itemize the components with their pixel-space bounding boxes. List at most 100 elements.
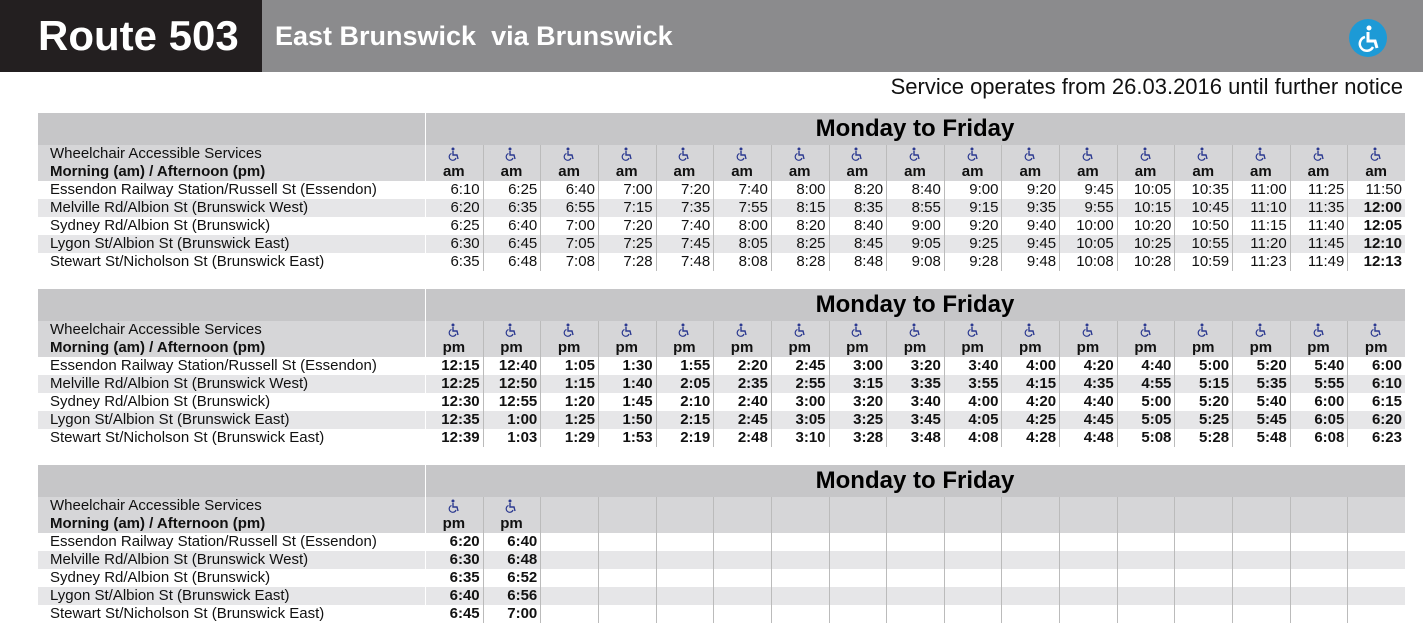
wheelchair-icon — [1313, 147, 1324, 161]
time: 2:10 — [680, 393, 711, 410]
period: pm — [1307, 339, 1330, 356]
column-line — [1289, 145, 1291, 271]
time: 11:00 — [1250, 181, 1287, 198]
time: 10:20 — [1133, 217, 1172, 234]
period: pm — [500, 339, 523, 356]
time: 6:45 — [508, 235, 538, 252]
time: 4:20 — [1083, 357, 1114, 374]
wheelchair-icon — [1024, 323, 1035, 337]
time: 3:15 — [853, 375, 884, 392]
stop-name: Stewart St/Nicholson St (Brunswick East) — [50, 429, 325, 446]
column-line — [1116, 145, 1118, 271]
period: am — [1134, 163, 1157, 180]
row-label: Wheelchair Accessible Services — [50, 145, 262, 162]
column-line — [1289, 321, 1291, 447]
column-line — [655, 497, 657, 623]
period: am — [558, 163, 580, 180]
column-line — [1232, 145, 1234, 271]
period: am — [961, 163, 984, 180]
column-line — [886, 145, 888, 271]
wheelchair-icon — [563, 323, 574, 337]
time: 12:13 — [1363, 253, 1402, 270]
time: 7:05 — [565, 235, 595, 252]
time: 10:05 — [1133, 181, 1172, 198]
time: 6:20 — [449, 533, 480, 550]
wheelchair-icon — [1255, 323, 1266, 337]
time: 9:35 — [1026, 199, 1057, 216]
column-line — [828, 497, 830, 623]
period: am — [1019, 163, 1042, 180]
period: pm — [673, 339, 696, 356]
column-line — [770, 497, 772, 623]
period: pm — [846, 339, 869, 356]
wheelchair-icon — [506, 147, 517, 161]
time: 9:40 — [1026, 217, 1057, 234]
time: 5:05 — [1141, 411, 1172, 428]
time: 5:28 — [1199, 429, 1230, 446]
period: am — [846, 163, 869, 180]
time: 8:20 — [853, 181, 884, 198]
time: 8:08 — [738, 253, 768, 270]
column-line — [943, 497, 945, 623]
time: 4:45 — [1083, 411, 1114, 428]
stop-name: Essendon Railway Station/Russell St (Ess… — [50, 533, 377, 550]
time: 5:00 — [1199, 357, 1230, 374]
time: 10:15 — [1133, 199, 1172, 216]
period: am — [1077, 163, 1099, 180]
time: 11:23 — [1250, 253, 1287, 270]
time: 8:05 — [738, 235, 768, 252]
column-line — [540, 497, 542, 623]
divider — [425, 465, 426, 623]
time: 9:15 — [969, 199, 999, 216]
row-shade — [38, 551, 1405, 569]
row-label: Morning (am) / Afternoon (pm) — [50, 339, 266, 356]
time: 2:55 — [795, 375, 826, 392]
wheelchair-icon — [1140, 323, 1151, 337]
time: 1:03 — [507, 429, 538, 446]
time: 6:48 — [507, 551, 538, 568]
period: pm — [1019, 339, 1042, 356]
period: pm — [500, 515, 523, 532]
time: 4:48 — [1083, 429, 1114, 446]
time: 6:20 — [450, 199, 480, 216]
time: 6:23 — [1371, 429, 1402, 446]
time: 6:35 — [508, 199, 538, 216]
time: 7:00 — [507, 605, 538, 622]
time: 7:45 — [681, 235, 711, 252]
period: am — [500, 163, 523, 180]
time: 12:40 — [498, 357, 538, 374]
stop-name: Melville Rd/Albion St (Brunswick West) — [50, 375, 309, 392]
header-bar — [262, 0, 1423, 72]
time: 2:40 — [737, 393, 768, 410]
period: pm — [1364, 339, 1388, 356]
time: 5:20 — [1199, 393, 1230, 410]
time: 10:28 — [1133, 253, 1172, 270]
route-number: Route 503 — [38, 12, 239, 59]
time: 6:08 — [1314, 429, 1345, 446]
time: 5:45 — [1256, 411, 1287, 428]
column-line — [1174, 321, 1176, 447]
time: 8:40 — [911, 181, 941, 198]
wheelchair-icon — [448, 147, 459, 161]
time: 11:10 — [1250, 199, 1287, 216]
time: 10:45 — [1191, 199, 1230, 216]
time: 7:40 — [738, 181, 768, 198]
time: 10:35 — [1191, 181, 1230, 198]
column-line — [597, 145, 599, 271]
wheelchair-icon — [909, 147, 920, 161]
time: 6:00 — [1371, 357, 1402, 374]
stop-name: Stewart St/Nicholson St (Brunswick East) — [50, 253, 325, 270]
stop-name: Essendon Railway Station/Russell St (Ess… — [50, 181, 377, 198]
time: 3:55 — [968, 375, 999, 392]
time: 4:40 — [1141, 357, 1172, 374]
period: pm — [1249, 339, 1273, 356]
wheelchair-icon — [851, 323, 863, 337]
time: 7:15 — [623, 199, 653, 216]
time: 12:25 — [441, 375, 480, 392]
time: 11:20 — [1250, 235, 1287, 252]
wheelchair-icon — [1255, 147, 1266, 161]
time: 10:00 — [1076, 217, 1114, 234]
period: pm — [961, 339, 984, 356]
wheelchair-icon — [967, 323, 978, 337]
time: 3:28 — [853, 429, 884, 446]
